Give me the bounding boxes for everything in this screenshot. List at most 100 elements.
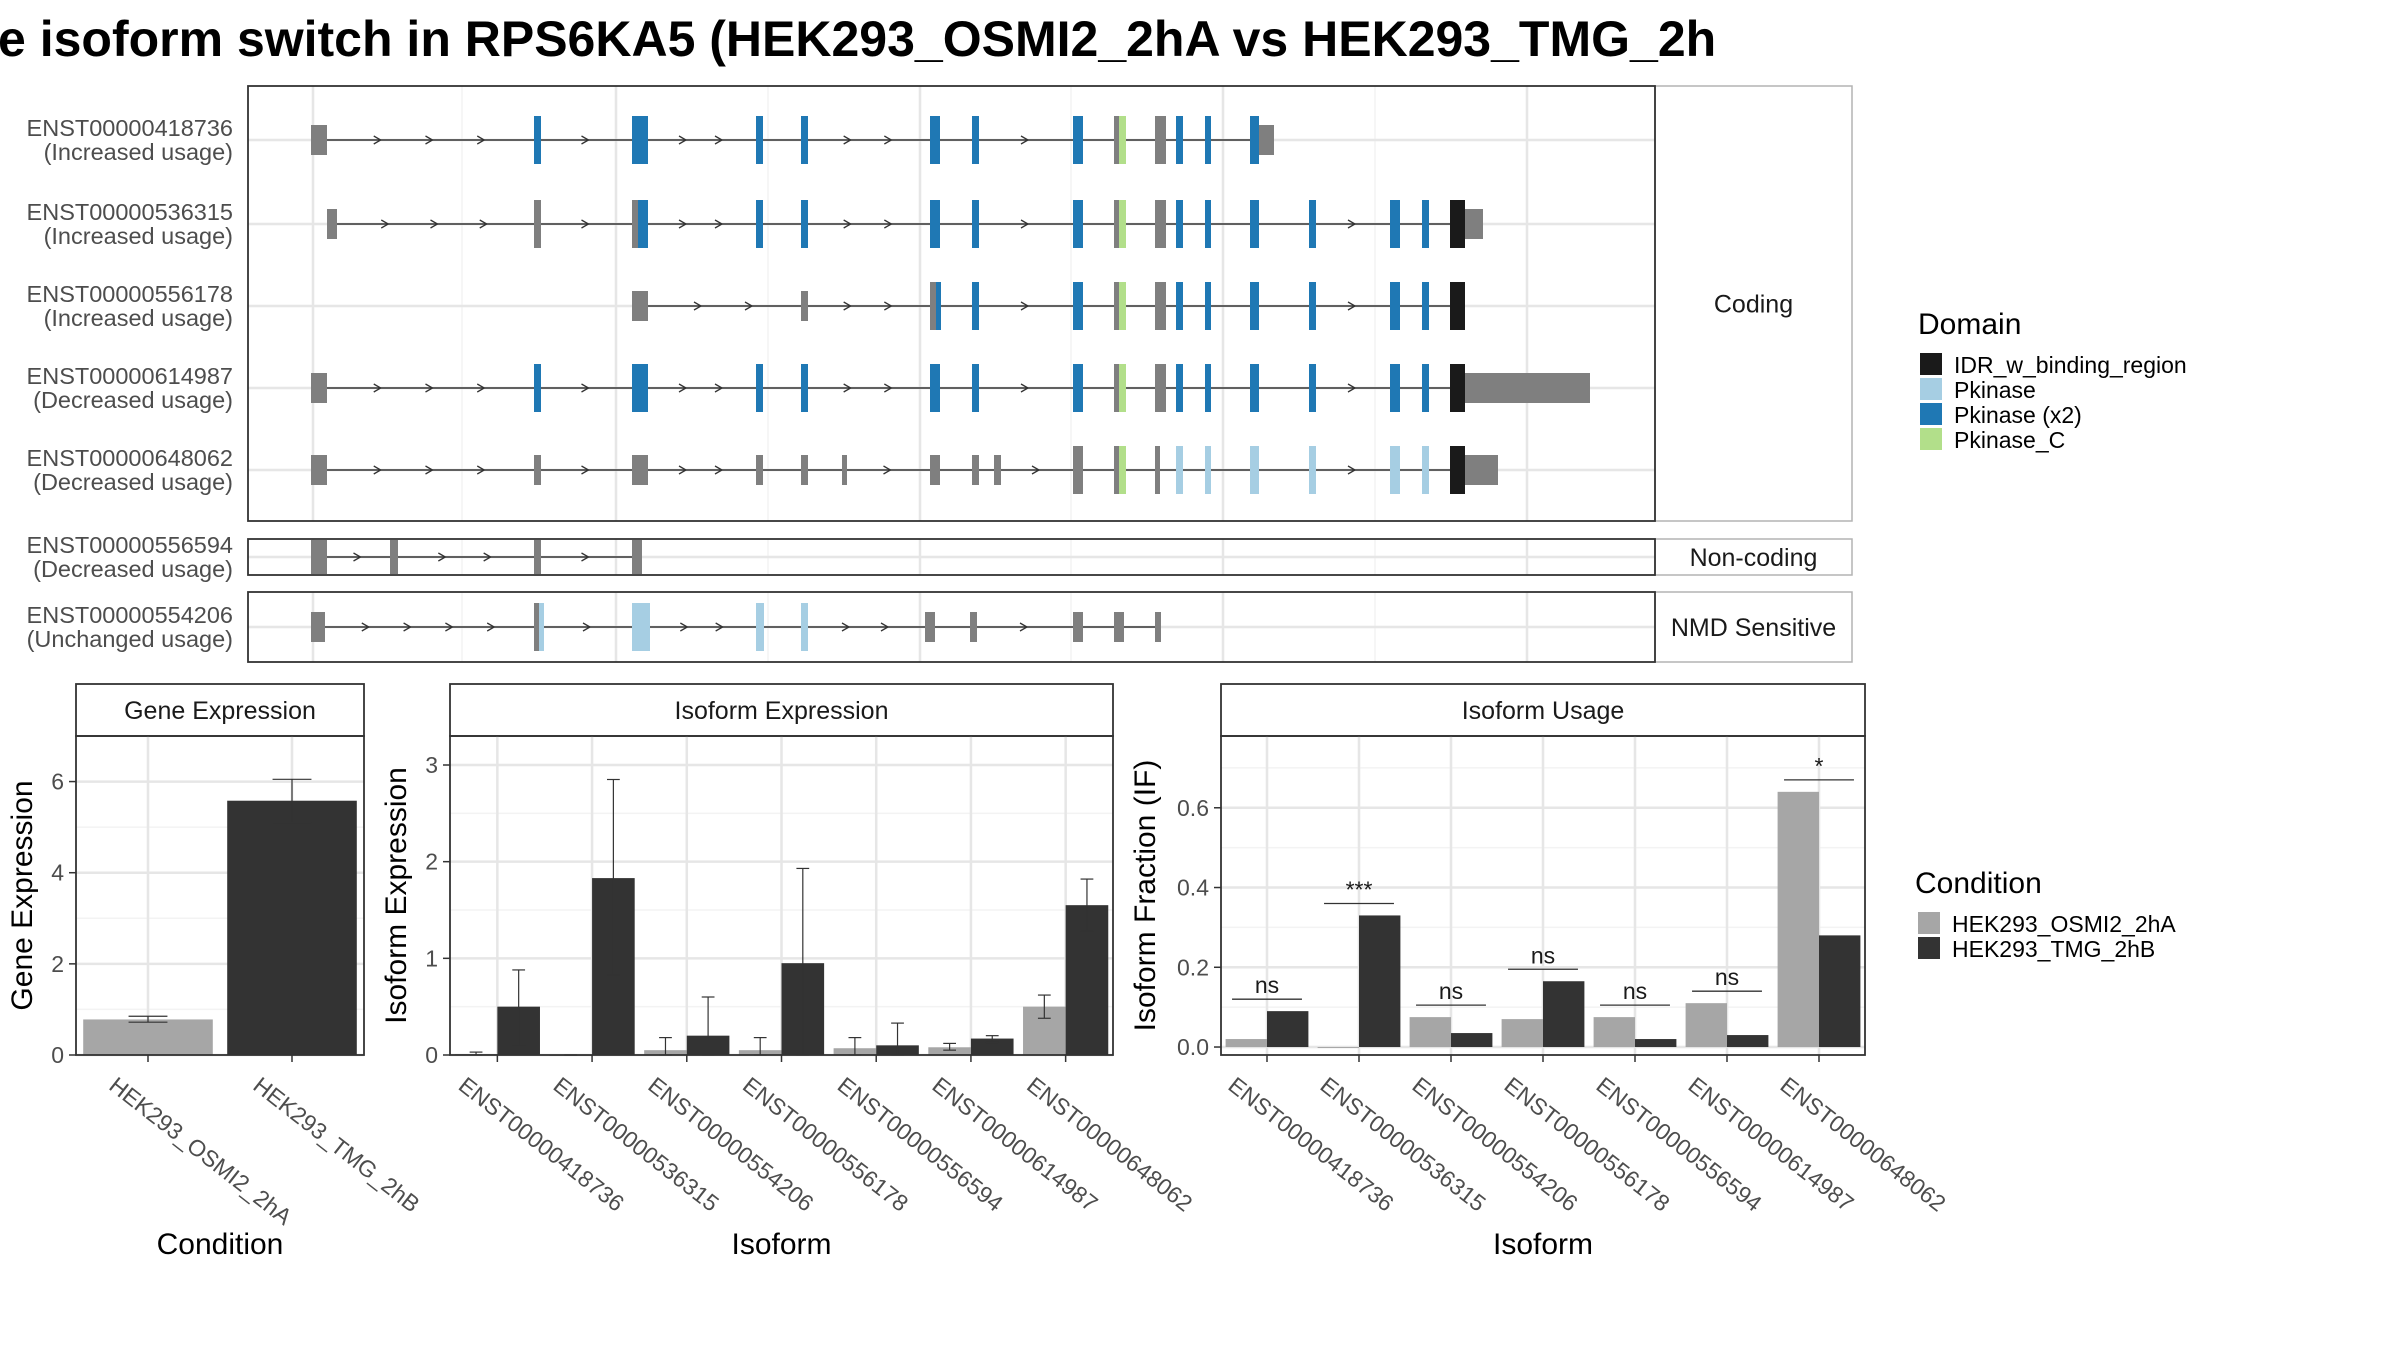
exon-block bbox=[1073, 612, 1083, 642]
exon-block bbox=[1205, 116, 1211, 164]
legend-label-pkinase: Pkinase bbox=[1954, 377, 2036, 403]
intron-direction-arrow bbox=[1347, 301, 1357, 311]
x-tick-label: ENST00000614987 bbox=[1684, 1072, 1859, 1217]
intron-direction-arrow bbox=[715, 622, 724, 632]
group-strip bbox=[1654, 85, 1853, 522]
bar bbox=[1819, 935, 1861, 1048]
exon-block bbox=[1114, 612, 1124, 642]
exon-block bbox=[925, 612, 935, 642]
intron-direction-arrow bbox=[380, 219, 390, 229]
exon-block bbox=[756, 455, 763, 485]
exon-block bbox=[534, 603, 539, 651]
significance-label: * bbox=[1815, 753, 1824, 779]
intron-direction-arrow bbox=[680, 622, 689, 632]
exon-block bbox=[756, 364, 763, 412]
condition-legend-title: Condition bbox=[1915, 867, 2042, 900]
intron-direction-arrow bbox=[841, 622, 851, 632]
intron-direction-arrow bbox=[843, 301, 852, 311]
x-tick-label: ENST00000556178 bbox=[738, 1072, 913, 1217]
exon-block bbox=[1455, 446, 1465, 494]
intron-direction-arrow bbox=[1020, 301, 1030, 311]
y-axis-title: Gene Expression bbox=[6, 780, 39, 1010]
exon-block bbox=[994, 455, 1001, 485]
legend-label-pkinase-x2: Pkinase (x2) bbox=[1954, 402, 2082, 428]
exon-block bbox=[1422, 200, 1429, 248]
y-tick-label: 0.4 bbox=[1177, 875, 1209, 901]
exon-block bbox=[1450, 446, 1455, 494]
exon-block bbox=[801, 116, 808, 164]
y-tick-label: 3 bbox=[425, 752, 438, 778]
intron-direction-arrow bbox=[445, 622, 454, 632]
legend-label-tmg: HEK293_TMG_2hB bbox=[1952, 936, 2155, 962]
intron-direction-arrow bbox=[744, 301, 754, 311]
intron-direction-arrow bbox=[582, 622, 592, 632]
x-axis-title: Isoform bbox=[731, 1228, 831, 1261]
exon-block bbox=[1155, 282, 1160, 330]
intron-direction-arrow bbox=[1347, 465, 1357, 475]
exon-block bbox=[1155, 364, 1160, 412]
legend-key-tmg bbox=[1918, 937, 1940, 959]
exon-block bbox=[930, 282, 936, 330]
isoform-usage-chart: Isoform Usage 0.0 0.2 0.4 0.6 ns ENST000004187… bbox=[1129, 683, 1951, 1261]
exon-block bbox=[1422, 446, 1429, 494]
exon-block bbox=[1176, 446, 1183, 494]
exon-block bbox=[632, 455, 648, 485]
exon-block bbox=[1465, 455, 1498, 485]
exon-block bbox=[1073, 282, 1083, 330]
exon-block bbox=[311, 540, 327, 574]
exon-block bbox=[1119, 116, 1126, 164]
legend-label-osmi2: HEK293_OSMI2_2hA bbox=[1952, 911, 2176, 937]
exon-block bbox=[1155, 446, 1160, 494]
exon-block bbox=[1073, 364, 1083, 412]
intron-direction-arrow bbox=[714, 465, 724, 475]
exon-block bbox=[1450, 200, 1455, 248]
condition-legend: Condition HEK293_OSMI2_2hA HEK293_TMG_2h… bbox=[1915, 867, 2176, 962]
exon-block bbox=[1114, 116, 1119, 164]
transcript-usage-label: (Unchanged usage) bbox=[27, 626, 233, 652]
exon-block bbox=[1205, 446, 1211, 494]
bar bbox=[83, 1019, 213, 1055]
legend-key-osmi2 bbox=[1918, 912, 1940, 934]
exon-block bbox=[1073, 116, 1083, 164]
exon-block bbox=[930, 364, 940, 412]
panel-strip bbox=[449, 683, 1114, 737]
exon-block bbox=[1250, 446, 1259, 494]
panel-border bbox=[1220, 735, 1866, 1056]
exon-block bbox=[1422, 364, 1429, 412]
exon-block bbox=[1119, 200, 1126, 248]
exon-block bbox=[534, 364, 541, 412]
bar bbox=[1635, 1039, 1677, 1048]
exon-block bbox=[1455, 282, 1465, 330]
exon-block bbox=[930, 116, 940, 164]
exon-block bbox=[1250, 116, 1259, 164]
x-axis-title: Condition bbox=[157, 1228, 284, 1261]
exon-block bbox=[1073, 200, 1083, 248]
intron-direction-arrow bbox=[581, 465, 590, 475]
intron-direction-arrow bbox=[403, 622, 412, 632]
intron-direction-arrow bbox=[486, 622, 496, 632]
exon-block bbox=[1390, 446, 1400, 494]
bar bbox=[1501, 1019, 1543, 1048]
bar bbox=[970, 1038, 1014, 1055]
transcript-usage-label: (Increased usage) bbox=[44, 305, 233, 331]
exon-block bbox=[390, 540, 398, 574]
transcript-usage-label: (Decreased usage) bbox=[33, 556, 233, 582]
exon-block bbox=[1119, 364, 1126, 412]
exon-block bbox=[1176, 200, 1183, 248]
exon-block bbox=[632, 116, 648, 164]
legend-key-pkinase-c bbox=[1920, 428, 1942, 450]
exon-block bbox=[1155, 612, 1161, 642]
intron-direction-arrow bbox=[714, 135, 724, 145]
y-tick-label: 1 bbox=[425, 945, 438, 971]
exon-block bbox=[632, 291, 648, 321]
y-tick-label: 2 bbox=[425, 849, 438, 875]
exon-block bbox=[534, 116, 541, 164]
x-tick-label: ENST00000556594 bbox=[833, 1072, 1008, 1217]
exon-block bbox=[632, 200, 638, 248]
x-tick-label: ENST00000614987 bbox=[928, 1072, 1103, 1217]
x-tick-label: ENST00000554206 bbox=[1408, 1072, 1583, 1217]
figure-title: e isoform switch in RPS6KA5 (HEK293_OSMI… bbox=[0, 11, 1716, 67]
exon-block bbox=[534, 540, 541, 574]
exon-block bbox=[1205, 282, 1211, 330]
